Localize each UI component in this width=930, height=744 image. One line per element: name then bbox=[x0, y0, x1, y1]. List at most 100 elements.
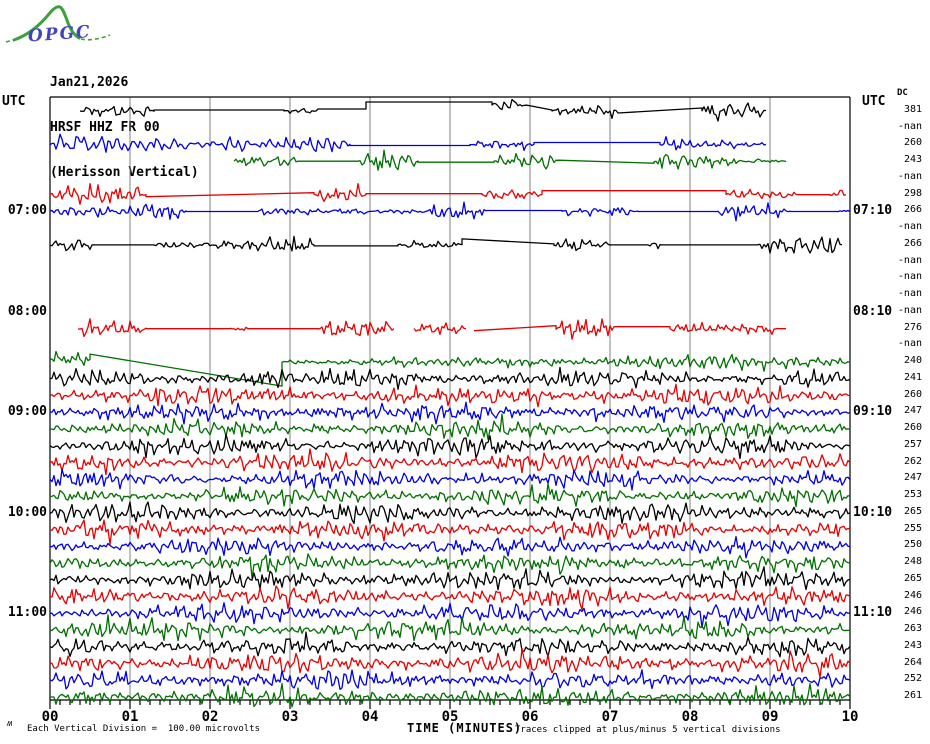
dc-value: 253 bbox=[903, 489, 922, 501]
dc-value: 241 bbox=[903, 371, 922, 383]
x-tick-label: 09 bbox=[761, 709, 779, 725]
trace-row-3 bbox=[49, 133, 767, 153]
trace-row-36 bbox=[50, 682, 851, 708]
dc-value: -nan bbox=[897, 271, 922, 283]
x-tick-label: 06 bbox=[521, 709, 539, 725]
trace-row-33 bbox=[49, 631, 851, 658]
trace-row-29 bbox=[49, 566, 851, 591]
trace-row-24 bbox=[49, 482, 851, 508]
opgc-logo-text: OPGC bbox=[27, 22, 92, 46]
trace-clip-note: Traces clipped at plus/minus 5 vertical … bbox=[515, 725, 781, 735]
utc-label-right: UTC bbox=[862, 94, 886, 109]
dc-value: -nan bbox=[897, 288, 922, 300]
right-hour-label: 08:10 bbox=[853, 303, 893, 319]
dc-value: 265 bbox=[903, 505, 922, 517]
dc-column-header: DC bbox=[897, 88, 908, 98]
dc-value: 266 bbox=[903, 204, 922, 216]
dc-value: 264 bbox=[903, 656, 922, 668]
dc-value: -nan bbox=[897, 120, 922, 132]
left-hour-label: 08:00 bbox=[7, 303, 47, 319]
trace-row-28 bbox=[49, 553, 851, 579]
trace-row-20 bbox=[49, 413, 851, 440]
dc-value: 276 bbox=[903, 321, 922, 333]
dc-value: -nan bbox=[897, 221, 922, 233]
dc-value: 247 bbox=[903, 472, 922, 484]
right-hour-label: 09:10 bbox=[853, 404, 893, 420]
dc-value: 381 bbox=[903, 104, 922, 115]
trace-row-16 bbox=[49, 350, 851, 387]
vertical-division-scale-note: Each Vertical Division = 100.00 microvol… bbox=[27, 724, 260, 734]
dc-value: 263 bbox=[903, 623, 922, 635]
dc-value: 260 bbox=[903, 137, 922, 149]
opgc-logo: OPGC bbox=[5, 5, 111, 46]
title-date: Jan21,2026 bbox=[50, 75, 129, 90]
dc-value: 255 bbox=[903, 522, 922, 534]
trace-row-9 bbox=[49, 235, 843, 254]
x-tick-label: 08 bbox=[681, 709, 699, 725]
trace-row-18 bbox=[49, 383, 851, 408]
margin-mini-mark: ʍ bbox=[7, 719, 13, 729]
x-tick-label: 04 bbox=[361, 709, 379, 725]
trace-row-1 bbox=[79, 98, 767, 122]
x-tick-label: 05 bbox=[441, 709, 459, 725]
left-hour-label: 09:00 bbox=[7, 404, 47, 420]
trace-row-35 bbox=[49, 669, 851, 690]
trace-row-25 bbox=[49, 501, 851, 525]
dc-value: 262 bbox=[903, 455, 922, 467]
trace-row-6 bbox=[49, 182, 847, 205]
trace-row-31 bbox=[50, 602, 851, 629]
right-hour-label: 10:10 bbox=[853, 504, 893, 520]
trace-row-4 bbox=[233, 149, 787, 171]
logo-volcano-curve bbox=[12, 5, 81, 42]
x-axis-ticks bbox=[49, 700, 851, 709]
dc-value: 246 bbox=[903, 606, 922, 618]
dc-value: 247 bbox=[903, 405, 922, 417]
dc-value: 266 bbox=[903, 237, 922, 249]
trace-row-7 bbox=[49, 201, 851, 222]
dc-value: 243 bbox=[903, 154, 922, 166]
title-station: HRSF HHZ FR 00 bbox=[50, 120, 160, 135]
dc-value: 260 bbox=[903, 422, 922, 434]
title-block: Jan21,2026 HRSF HHZ FR 00 (Herisson Vert… bbox=[50, 45, 199, 210]
trace-row-22 bbox=[49, 448, 851, 476]
dc-value: 250 bbox=[903, 539, 922, 551]
x-tick-label: 00 bbox=[41, 709, 59, 725]
plot-frame bbox=[49, 96, 851, 701]
right-hour-label: 07:10 bbox=[853, 203, 893, 219]
dc-value: 252 bbox=[903, 673, 922, 685]
dc-value: 240 bbox=[903, 355, 922, 367]
dc-value: 261 bbox=[903, 690, 922, 701]
trace-row-14 bbox=[77, 318, 786, 340]
trace-row-23 bbox=[49, 468, 851, 491]
x-tick-label: 10 bbox=[841, 709, 859, 725]
trace-row-27 bbox=[49, 535, 851, 559]
dc-value: 248 bbox=[903, 556, 922, 568]
trace-row-34 bbox=[49, 647, 851, 678]
dc-value: 257 bbox=[903, 438, 922, 450]
trace-row-26 bbox=[49, 519, 851, 546]
trace-row-32 bbox=[49, 614, 851, 642]
logo-right-dash bbox=[80, 34, 111, 41]
x-tick-label: 07 bbox=[601, 709, 619, 725]
dc-value: -nan bbox=[897, 254, 922, 266]
dc-value: 246 bbox=[903, 589, 922, 601]
dc-value: -nan bbox=[897, 304, 922, 316]
logo-left-dash bbox=[5, 39, 14, 43]
utc-label-left: UTC bbox=[2, 94, 26, 109]
trace-row-19 bbox=[49, 401, 851, 425]
x-tick-label: 02 bbox=[201, 709, 219, 725]
trace-row-21 bbox=[49, 433, 851, 460]
title-instrument: (Herisson Vertical) bbox=[50, 165, 199, 180]
dc-value: 298 bbox=[903, 187, 922, 199]
trace-row-30 bbox=[49, 585, 851, 611]
dc-value: -nan bbox=[897, 170, 922, 182]
left-hour-label: 11:00 bbox=[7, 605, 47, 621]
dc-value: 265 bbox=[903, 572, 922, 584]
x-tick-label: 01 bbox=[121, 709, 139, 725]
dc-value: -nan bbox=[897, 338, 922, 350]
x-tick-label: 03 bbox=[281, 709, 299, 725]
right-hour-label: 11:10 bbox=[853, 605, 893, 621]
trace-row-17 bbox=[49, 366, 851, 390]
